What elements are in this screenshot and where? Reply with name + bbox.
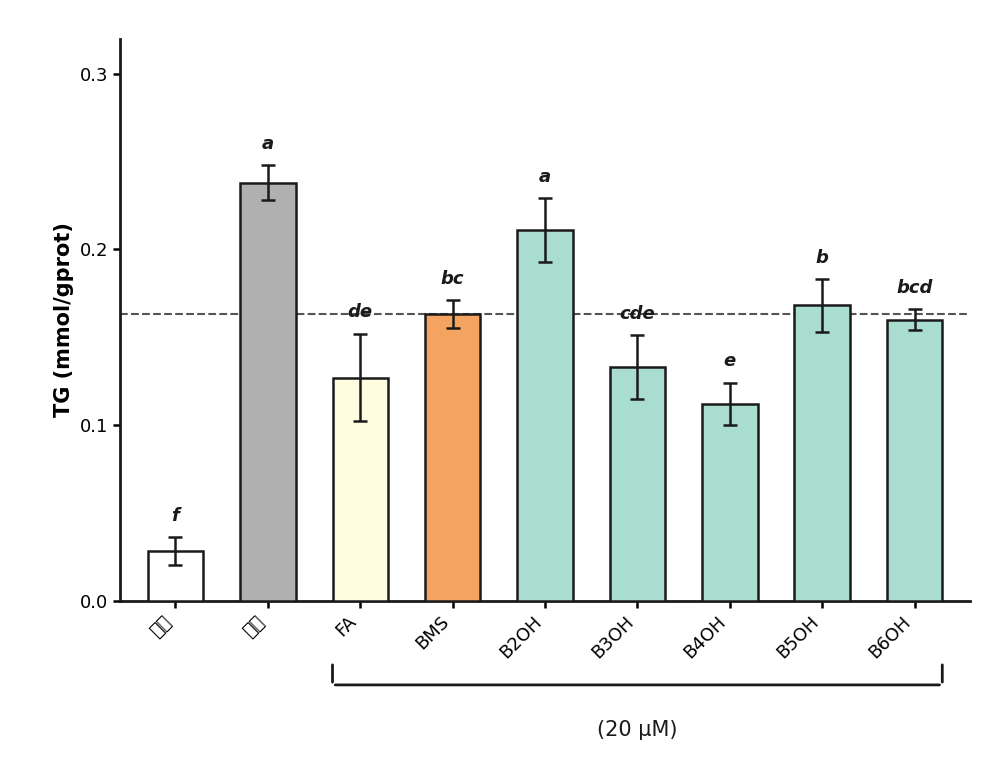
Text: e: e [724, 353, 736, 370]
Bar [702, 403, 758, 601]
Text: b: b [816, 249, 829, 267]
Text: (20 μM): (20 μM) [597, 720, 678, 740]
Bar [610, 367, 665, 601]
Text: f: f [171, 507, 179, 525]
Text: a: a [539, 168, 551, 186]
Bar [148, 551, 203, 601]
Bar [517, 230, 573, 601]
Text: bcd: bcd [896, 279, 933, 296]
Bar [425, 314, 480, 601]
Text: cde: cde [620, 305, 655, 323]
Bar [332, 377, 388, 601]
Text: a: a [262, 135, 274, 152]
Bar [794, 306, 850, 601]
Y-axis label: TG (mmol/gprot): TG (mmol/gprot) [54, 222, 74, 417]
Bar [240, 182, 296, 601]
Text: de: de [348, 303, 373, 321]
Text: bc: bc [441, 270, 464, 288]
Bar [887, 320, 942, 601]
